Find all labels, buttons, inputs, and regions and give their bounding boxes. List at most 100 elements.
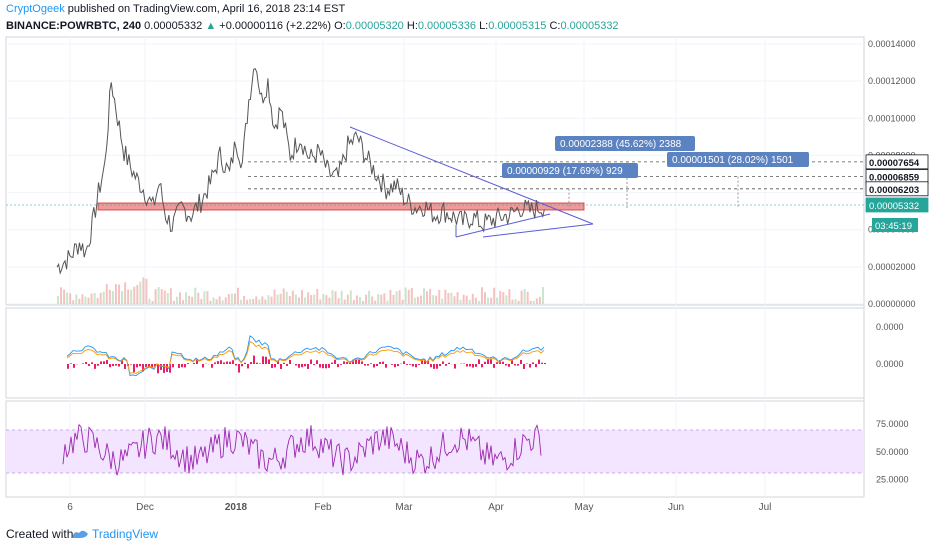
- volume-bar: [282, 288, 285, 304]
- macd-histogram-bar: [244, 362, 246, 364]
- triangle-base-line[interactable]: [455, 213, 551, 238]
- volume-bar: [325, 295, 328, 304]
- macd-histogram-bar: [106, 360, 108, 364]
- grid-lines: [6, 37, 864, 497]
- volume-bar: [166, 293, 169, 304]
- price-pane[interactable]: [5, 36, 865, 306]
- macd-histogram-bar: [436, 364, 438, 369]
- high-value: 0.00005336: [417, 20, 476, 32]
- macd-histogram-bar: [154, 364, 156, 367]
- volume-bar: [380, 294, 383, 304]
- macd-histogram-bar: [391, 364, 393, 365]
- resistance-zone[interactable]: [97, 202, 585, 211]
- volume-bar: [224, 297, 227, 304]
- volume-bar: [267, 295, 270, 304]
- tradingview-logo-icon[interactable]: [70, 526, 90, 540]
- macd-histogram-bar: [274, 364, 276, 368]
- volume-bar: [505, 295, 508, 304]
- descending-trendline[interactable]: [349, 126, 594, 225]
- tradingview-brand-link[interactable]: TradingView: [92, 527, 159, 541]
- target-label-text: 0.00002388 (45.62%) 2388: [560, 139, 682, 150]
- volume-bar: [185, 292, 188, 304]
- macd-histogram-bar: [259, 363, 261, 364]
- macd-histogram-bar: [484, 361, 486, 364]
- price-label-text: 0.00005332: [869, 201, 919, 212]
- macd-histogram-bar: [88, 364, 90, 366]
- macd-histogram-bar: [481, 364, 483, 368]
- macd-histogram-bar: [346, 362, 348, 364]
- volume-bar: [188, 295, 191, 304]
- volume-bar: [236, 287, 239, 304]
- macd-histogram-bar: [454, 364, 456, 369]
- macd-histogram-bar: [286, 364, 288, 366]
- ascending-trendline[interactable]: [482, 223, 594, 238]
- volume-bar: [499, 290, 502, 304]
- macd-histogram-bar: [439, 364, 441, 367]
- macd-histogram-bar: [367, 364, 369, 366]
- last-price: 0.00005332: [144, 20, 203, 32]
- macd-histogram-bar: [280, 364, 282, 369]
- volume-bar: [319, 299, 322, 304]
- volume-bar: [480, 287, 483, 304]
- volume-bar: [462, 294, 465, 304]
- price-series: [56, 67, 545, 275]
- volume-bar: [307, 292, 310, 304]
- volume-bar: [517, 300, 520, 304]
- symbol-name[interactable]: BINANCE:POWRBTC, 240: [6, 20, 142, 32]
- rsi-band: [6, 430, 864, 473]
- volume-bar: [258, 299, 261, 304]
- volume-bar: [392, 294, 395, 304]
- macd-histogram-bar: [82, 363, 84, 364]
- price-label-text: 0.00006859: [869, 173, 919, 184]
- macd-histogram-bar: [421, 359, 423, 364]
- volume-bar: [322, 294, 325, 304]
- macd-histogram-bar: [415, 364, 417, 368]
- author-link[interactable]: CryptOgeek: [6, 3, 65, 15]
- macd-histogram-bar: [337, 364, 339, 368]
- price-tick-label: 0.00000000: [868, 299, 916, 309]
- volume-bar: [426, 291, 429, 304]
- volume-bar: [456, 292, 459, 304]
- macd-histogram-bar: [418, 364, 420, 365]
- volume-bar: [358, 297, 361, 304]
- macd-histogram-bar: [289, 359, 291, 364]
- volume-bar: [130, 289, 133, 304]
- volume-bar: [139, 281, 142, 304]
- volume-bar: [493, 287, 496, 304]
- macd-histogram-bar: [505, 364, 507, 366]
- macd-histogram-bar: [376, 364, 378, 367]
- target-label-text: 0.00000929 (17.69%) 929: [507, 166, 623, 177]
- macd-histogram-bar: [103, 361, 105, 364]
- volume-bar: [84, 296, 87, 304]
- macd-histogram-bar: [343, 361, 345, 364]
- rsi-tick-label: 75.0000: [876, 419, 909, 429]
- volume-bar: [240, 299, 242, 304]
- macd-histogram-bar: [385, 364, 387, 368]
- macd-histogram-bar: [67, 364, 69, 369]
- volume-bar: [294, 294, 297, 304]
- macd-histogram-bar: [322, 364, 324, 369]
- macd-histogram-bar: [325, 364, 327, 369]
- volume-bar: [215, 299, 218, 304]
- macd-histogram-bar: [493, 364, 495, 368]
- macd-histogram-bar: [511, 360, 513, 364]
- volume-bar: [191, 296, 194, 304]
- macd-histogram-bar: [91, 362, 93, 364]
- macd-histogram-bar: [502, 361, 504, 364]
- macd-histogram-bar: [202, 364, 204, 368]
- chart-canvas[interactable]: 0.00002388 (45.62%) 2388 0.00001501 (28.0…: [0, 0, 932, 520]
- volume-bar: [444, 289, 447, 304]
- macd-histogram-bar: [544, 362, 546, 364]
- x-tick-label: Feb: [314, 502, 332, 513]
- macd-pane[interactable]: [5, 307, 865, 399]
- macd-histogram-bar: [520, 359, 522, 364]
- macd-histogram-bar: [112, 364, 114, 367]
- volume-bar: [233, 293, 236, 304]
- volume-bar: [371, 296, 374, 304]
- rsi-tick-label: 50.0000: [876, 447, 909, 457]
- macd-histogram-bar: [262, 356, 264, 364]
- target-label-box: [502, 163, 638, 178]
- volume-bar: [172, 300, 175, 304]
- macd-histogram-bar: [316, 360, 318, 364]
